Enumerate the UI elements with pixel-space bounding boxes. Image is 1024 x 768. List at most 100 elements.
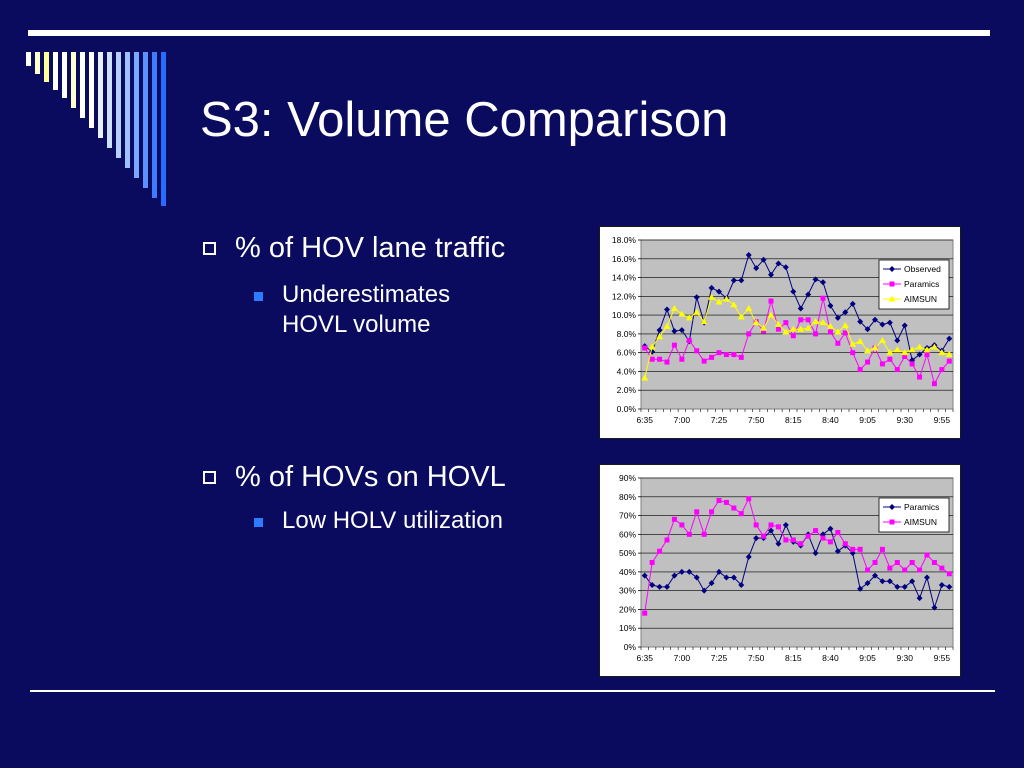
- data-point: [709, 354, 715, 360]
- data-point: [641, 374, 649, 381]
- data-point: [648, 343, 656, 350]
- bullet-hovs-on-hovl: % of HOVs on HOVL: [235, 461, 506, 493]
- data-point: [649, 560, 655, 565]
- chart-hov-lane-traffic: 0.0% 2.0% 4.0% 6.0% 8.0% 10.0% 12.0% 14.0% 16.0%…: [599, 226, 961, 439]
- data-point: [894, 583, 901, 590]
- data-point: [857, 585, 864, 592]
- y-tick-label: 20%: [619, 604, 636, 614]
- x-tick-label: 6:35: [636, 415, 653, 425]
- data-point: [894, 337, 901, 344]
- y-tick-label: 18.0%: [612, 235, 637, 245]
- x-tick-label: 9:30: [896, 415, 913, 425]
- data-point: [842, 309, 849, 316]
- slide-title: S3: Volume Comparison: [200, 93, 729, 147]
- data-point: [731, 352, 737, 358]
- sub-bullet-low-utilization: Low HOLV utilization: [282, 507, 503, 534]
- data-point: [887, 356, 893, 362]
- data-point: [782, 264, 789, 271]
- data-point: [812, 276, 819, 283]
- bullet-square-icon: [203, 242, 216, 255]
- data-point: [671, 572, 678, 579]
- series-line: [644, 253, 950, 362]
- x-tick-label: 9:55: [934, 415, 951, 425]
- legend-label: AIMSUN: [904, 517, 937, 527]
- data-point: [856, 337, 864, 344]
- data-point: [783, 537, 789, 543]
- data-point: [678, 327, 685, 334]
- data-point: [693, 294, 700, 301]
- data-point: [827, 525, 834, 532]
- data-point: [730, 301, 738, 308]
- data-point: [826, 322, 834, 329]
- data-point: [872, 316, 878, 323]
- x-tick-label: 8:40: [822, 415, 839, 425]
- data-point: [761, 328, 767, 334]
- data-point: [894, 560, 900, 565]
- data-point: [946, 571, 952, 577]
- data-point: [649, 356, 655, 362]
- x-tick-label: 7:25: [711, 415, 728, 425]
- data-point: [768, 271, 774, 278]
- data-point: [738, 277, 745, 284]
- data-point: [737, 313, 745, 320]
- data-point: [909, 578, 916, 585]
- x-tick-label: 9:30: [896, 653, 913, 663]
- data-point: [820, 535, 826, 541]
- data-point: [768, 522, 774, 528]
- data-point: [752, 319, 760, 326]
- sub-bullet-icon: [254, 292, 263, 301]
- data-point: [931, 604, 938, 611]
- data-point: [731, 505, 737, 511]
- title-rule-top: [28, 30, 990, 36]
- data-point: [939, 565, 945, 571]
- data-point: [708, 284, 715, 291]
- chart-hov-lane-traffic-svg: 0.0% 2.0% 4.0% 6.0% 8.0% 10.0% 12.0% 14.0% 16.0%…: [612, 235, 954, 425]
- data-point: [701, 531, 707, 537]
- data-point: [827, 302, 834, 309]
- data-point: [798, 317, 804, 323]
- data-point: [642, 345, 648, 351]
- data-point: [841, 321, 849, 328]
- data-point: [813, 331, 819, 337]
- data-point: [886, 319, 893, 326]
- data-point: [924, 574, 930, 581]
- data-point: [685, 314, 693, 321]
- data-point: [939, 367, 945, 373]
- data-point: [931, 560, 937, 565]
- data-point: [901, 322, 908, 329]
- data-point: [835, 340, 841, 346]
- x-tick-label: 8:15: [785, 415, 802, 425]
- y-tick-label: 10.0%: [612, 310, 637, 320]
- legend-marker: [889, 281, 895, 287]
- y-tick-label: 80%: [619, 492, 636, 502]
- data-point: [738, 511, 744, 517]
- data-point: [916, 595, 923, 602]
- chart-hovs-on-hovl-svg: 0% 10% 20% 30% 40% 50% 60% 70% 80% 90% 6:35 7:00 7:2…: [619, 473, 954, 663]
- data-point: [917, 567, 923, 573]
- bullet-square-icon: [203, 471, 216, 484]
- data-point: [923, 346, 931, 353]
- data-point: [924, 352, 930, 358]
- data-point: [657, 548, 663, 554]
- y-tick-label: 10%: [619, 623, 636, 633]
- y-tick-label: 70%: [619, 511, 636, 521]
- data-point: [946, 583, 953, 590]
- data-point: [716, 288, 722, 295]
- data-point: [805, 317, 811, 323]
- data-point: [722, 295, 730, 302]
- data-point: [946, 335, 953, 342]
- data-point: [812, 550, 819, 557]
- data-point: [671, 342, 677, 348]
- data-point: [916, 351, 923, 358]
- x-tick-label: 7:25: [711, 653, 728, 663]
- data-point: [775, 524, 781, 530]
- data-point: [798, 541, 804, 547]
- data-point: [886, 349, 894, 356]
- data-point: [642, 610, 648, 616]
- data-point: [686, 568, 693, 575]
- data-point: [694, 348, 700, 354]
- x-tick-label: 9:05: [859, 653, 876, 663]
- data-point: [864, 347, 872, 354]
- data-point: [871, 344, 879, 351]
- data-point: [693, 574, 700, 581]
